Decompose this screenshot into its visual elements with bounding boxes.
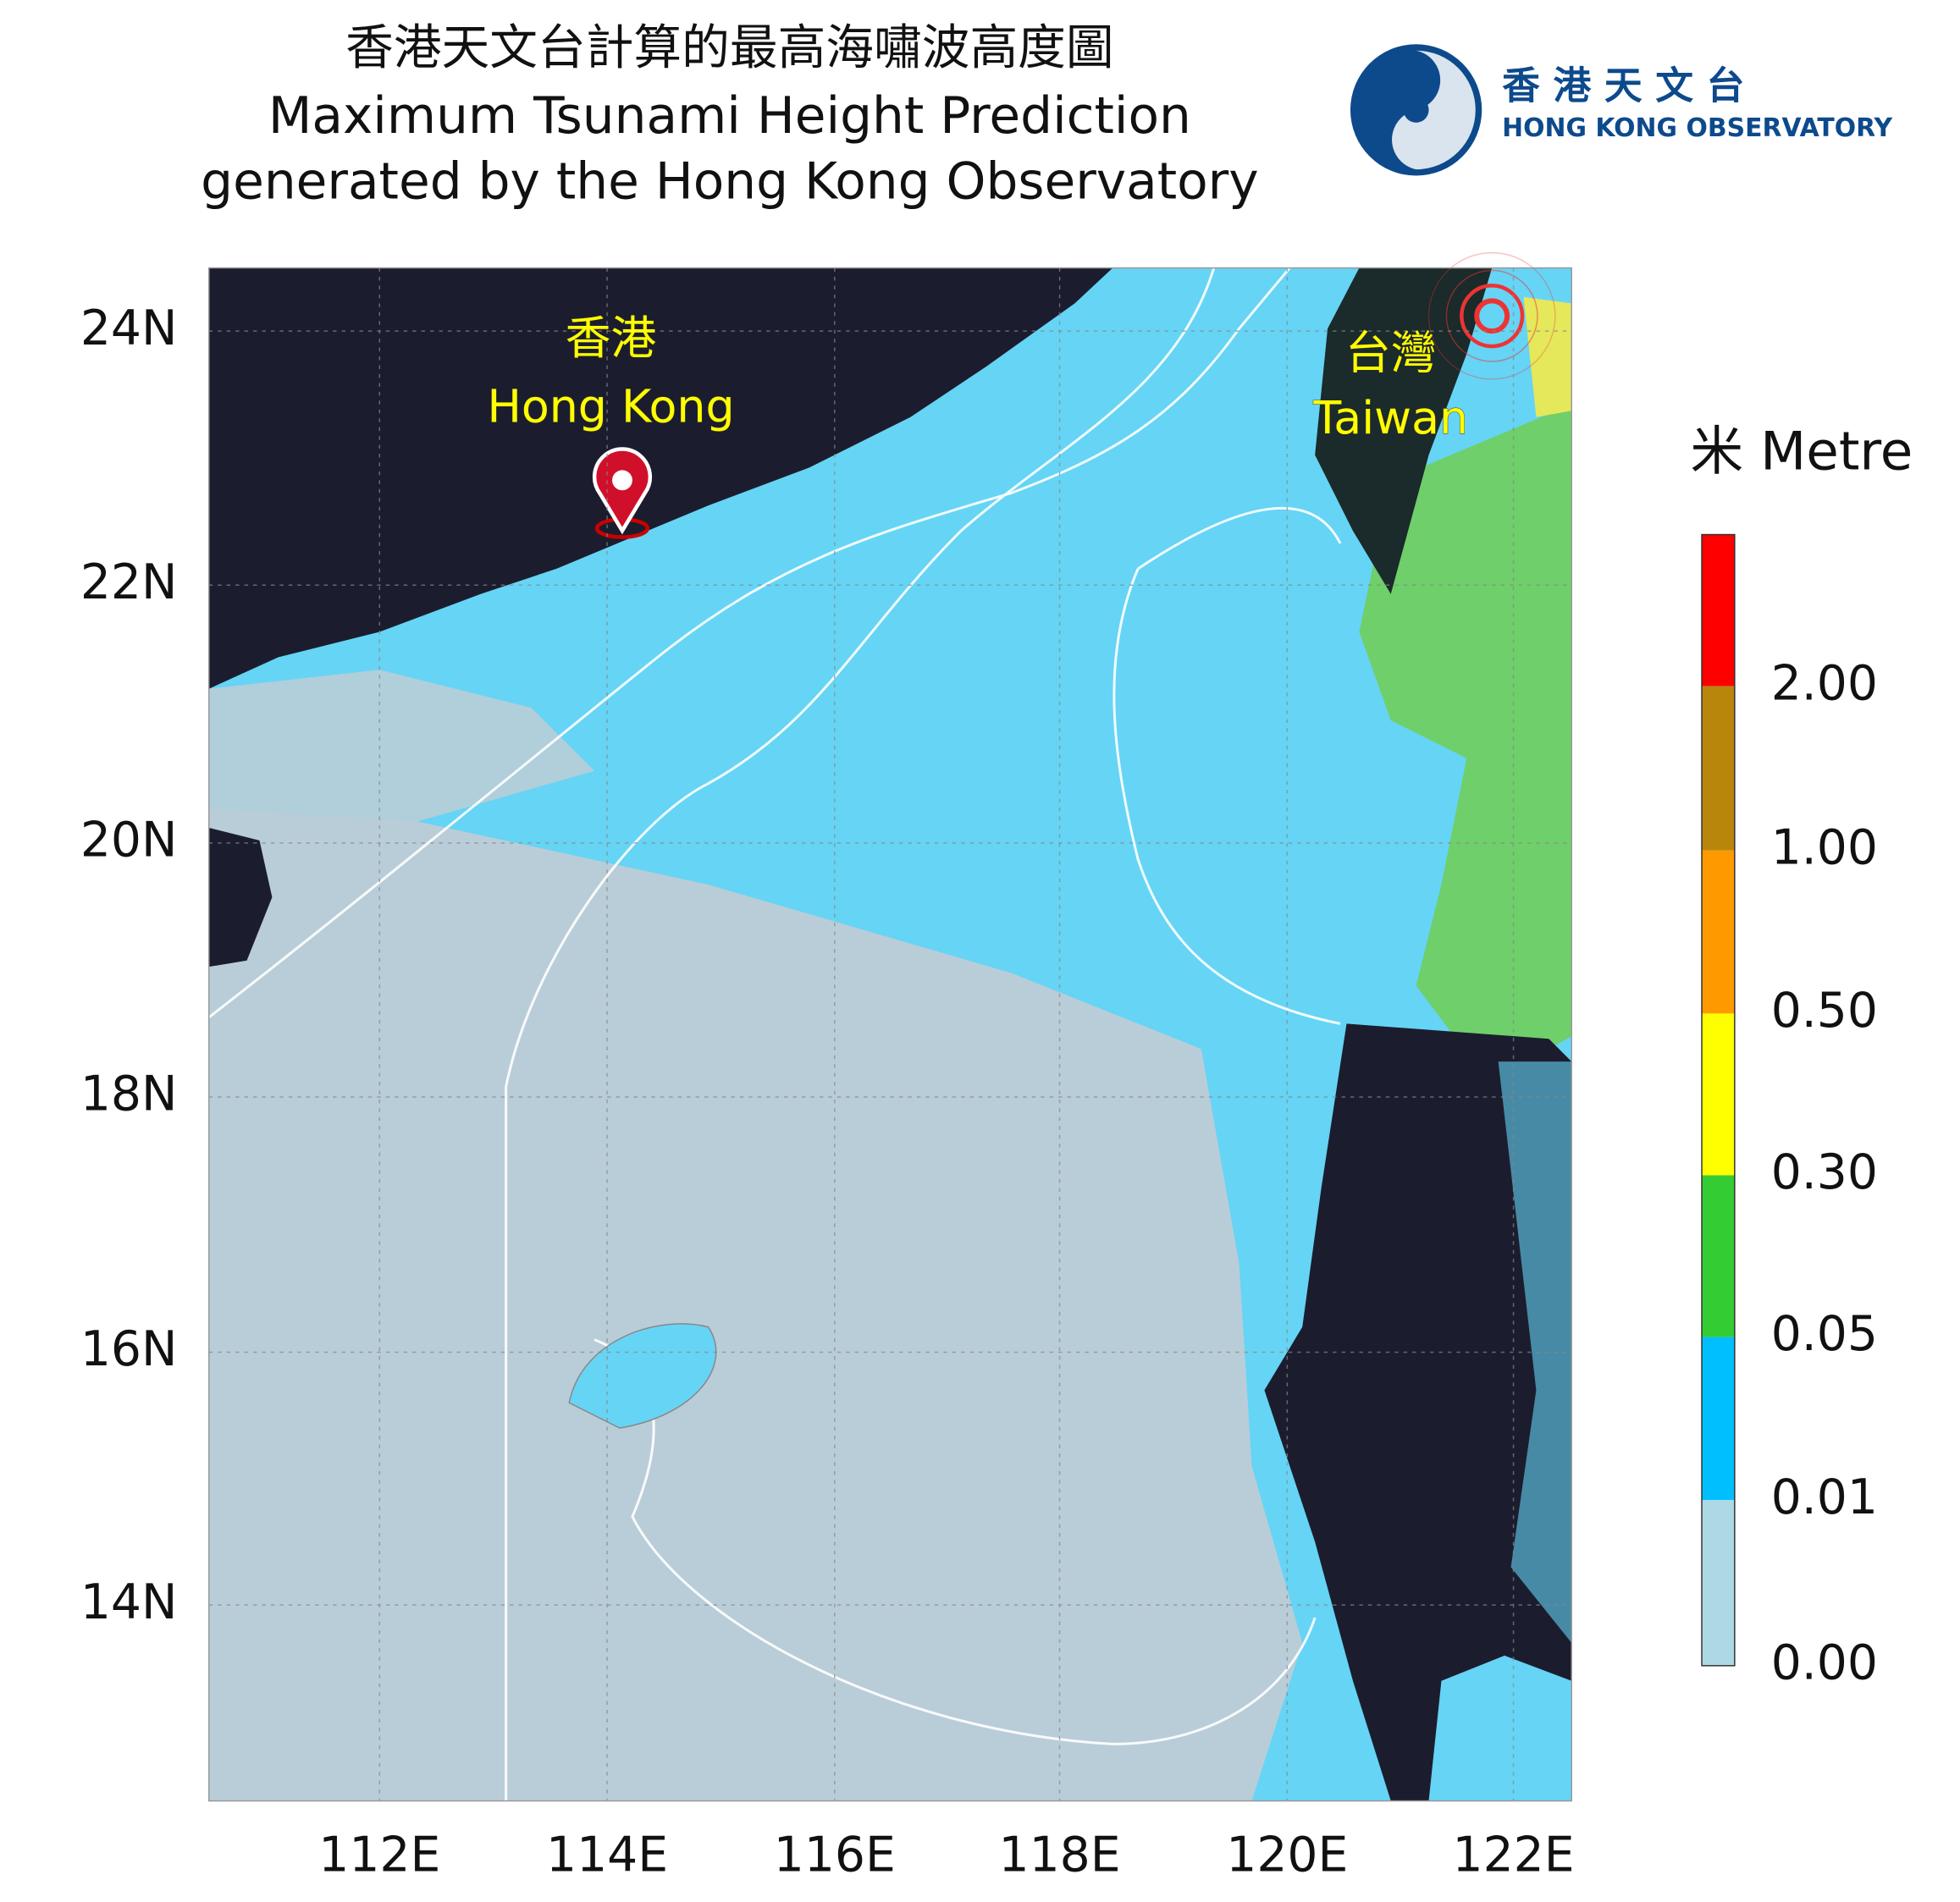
lat-label: 20N xyxy=(80,812,178,868)
land xyxy=(208,267,1113,689)
map-frame xyxy=(208,267,1572,1802)
title-en-1: Maximum Tsunami Height Prediction xyxy=(268,87,1191,146)
contour xyxy=(207,267,1291,1019)
legend-label: 0.01 xyxy=(1771,1469,1878,1525)
epicenter-ring xyxy=(1460,284,1525,349)
colorbar-segment xyxy=(1702,1013,1735,1176)
colorbar-segment xyxy=(1702,1500,1735,1666)
legend-label: 0.05 xyxy=(1771,1306,1878,1362)
place-zh: 台灣 xyxy=(1345,327,1436,380)
sea-cyan xyxy=(1498,1061,1572,1643)
legend-label: 1.00 xyxy=(1771,819,1878,875)
contour xyxy=(594,1338,1317,1745)
map: 香港 Hong Kong 台灣 Taiwan xyxy=(207,251,1572,1802)
contour xyxy=(1113,506,1342,1025)
legend: 2.00 1.00 0.50 0.30 0.05 0.01 0.00 xyxy=(1701,533,1878,1690)
logo-swirl xyxy=(1392,50,1476,170)
colorbar-segment xyxy=(1702,534,1735,686)
logo-en: HONG KONG OBSERVATORY xyxy=(1502,113,1892,143)
green-zone xyxy=(1359,404,1572,1050)
legend-label: 0.50 xyxy=(1771,983,1878,1039)
colorbar-segment xyxy=(1702,686,1735,851)
legend-label: 2.00 xyxy=(1771,655,1878,711)
logo: 香 港 天 文 台 HONG KONG OBSERVATORY xyxy=(1350,44,1892,176)
title-en-2: generated by the Hong Kong Observatory xyxy=(201,153,1258,212)
lat-label: 22N xyxy=(80,554,178,610)
reef xyxy=(568,1323,717,1429)
epicenter-ring xyxy=(1445,269,1538,362)
colorbar-frame xyxy=(1701,533,1736,1667)
lon-label: 114E xyxy=(546,1827,668,1883)
land xyxy=(208,827,273,968)
epicenter-ring xyxy=(1427,251,1556,380)
lat-label: 18N xyxy=(80,1067,178,1122)
place-zh: 香港 xyxy=(566,311,656,365)
pin-dot xyxy=(612,470,632,491)
sea-low xyxy=(208,808,1303,1801)
land xyxy=(1264,1023,1572,1801)
place-en: Taiwan xyxy=(1312,391,1468,444)
grid xyxy=(208,267,1572,1801)
hk-pin xyxy=(592,447,653,539)
logo-zh: 香 港 天 文 台 xyxy=(1502,63,1744,108)
lat-label: 16N xyxy=(80,1321,178,1377)
legend-label: 0.00 xyxy=(1771,1635,1878,1690)
lat-label: 24N xyxy=(80,300,178,356)
colorbar-segment xyxy=(1702,1175,1735,1337)
title-zh: 香港天文台計算的最高海嘯波高度圖 xyxy=(345,19,1114,75)
land xyxy=(1315,267,1493,594)
legend-label: 0.30 xyxy=(1771,1144,1878,1200)
legend-title: 米 Metre xyxy=(1691,421,1913,482)
colorbar-segment xyxy=(1702,1337,1735,1501)
lat-label: 14N xyxy=(80,1574,178,1630)
logo-dot xyxy=(1403,96,1429,123)
lon-label: 120E xyxy=(1226,1827,1348,1883)
lon-label: 122E xyxy=(1453,1827,1575,1883)
lon-label: 112E xyxy=(318,1827,440,1883)
place-en: Hong Kong xyxy=(487,379,734,433)
colorbar-segment xyxy=(1702,850,1735,1014)
sea-low xyxy=(208,670,595,885)
lon-label: 116E xyxy=(774,1827,896,1883)
lon-label: 118E xyxy=(999,1827,1121,1883)
